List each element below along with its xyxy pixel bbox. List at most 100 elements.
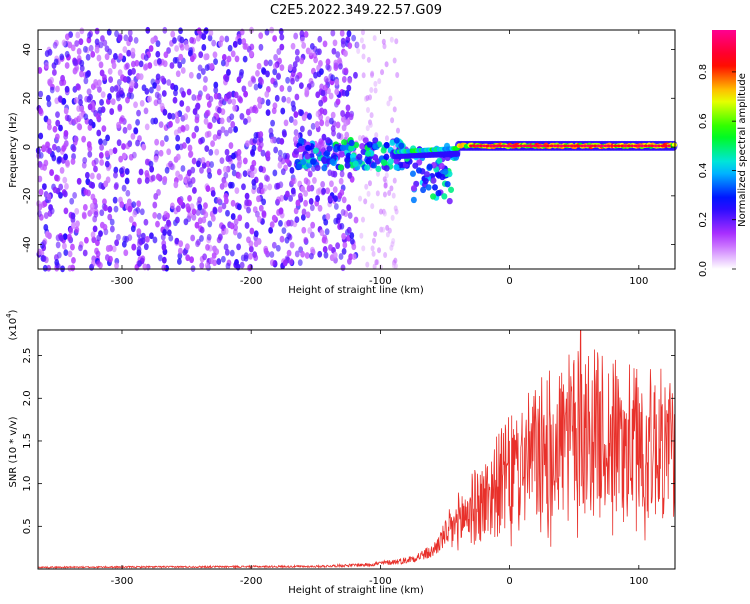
spectrogram-cell (92, 225, 98, 233)
spectrogram-cell (66, 115, 72, 122)
spectrogram-cell (96, 86, 102, 93)
spectrogram-cell (124, 168, 130, 175)
spectrogram-cell (549, 144, 554, 148)
spectrogram-cell (335, 242, 341, 250)
spectrogram-cell (276, 48, 282, 55)
spectrogram-cell (573, 144, 577, 148)
spectrogram-cell (386, 100, 391, 107)
spectrogram-cell (375, 170, 380, 177)
spectrogram-cell (176, 258, 182, 265)
spectrogram-cell (327, 195, 333, 203)
colorbar-ticks: 0.0 0.2 0.4 0.6 0.8 (698, 64, 736, 277)
spectrogram-cell (85, 53, 91, 61)
spectrogram-cell (204, 110, 210, 117)
spectrogram-cell (392, 106, 397, 113)
spectrogram-cell (125, 62, 130, 70)
spectrogram-cell (640, 144, 644, 148)
spectrogram-cell (650, 144, 655, 148)
spectrogram-cell (383, 182, 388, 189)
spectrogram-cell (150, 37, 156, 45)
spectrogram-cell (569, 144, 574, 148)
spectrogram-cell (667, 144, 671, 148)
spectrogram-cell (184, 124, 190, 131)
spectrogram-cell (46, 100, 52, 108)
spectrogram-cell (509, 144, 513, 148)
spectrogram-cell (365, 158, 372, 165)
spectrogram-cell (62, 233, 68, 240)
spectrogram-cell (99, 159, 105, 166)
spectrogram-cell (211, 116, 217, 123)
spectrogram-cell (442, 168, 449, 175)
spectrogram-cell (144, 177, 150, 184)
spectrogram-cell (372, 137, 379, 144)
spectrogram-cell (283, 119, 289, 127)
spectrogram-cell (181, 90, 186, 98)
spectrogram-cell (360, 148, 367, 155)
spectrogram-cell (136, 249, 142, 257)
spectrogram-cell (144, 87, 150, 95)
spectrogram-cell (114, 262, 119, 270)
spectrogram-cell (366, 56, 371, 63)
spectrogram-cell (294, 250, 300, 258)
spectrogram-cell (113, 53, 118, 60)
spectrogram-cell (271, 107, 277, 115)
spectrogram-cell (298, 137, 305, 144)
snr-series-line (37, 329, 676, 570)
spectrogram-cell (72, 191, 78, 199)
spectrogram-cell (104, 160, 110, 168)
spectrogram-cell (338, 62, 343, 70)
spectrogram-cell (295, 133, 300, 140)
spectrogram-x-ticks: -300 -200 -100 0 100 (111, 30, 648, 287)
spectrogram-cell (148, 45, 154, 52)
spectrogram-cell (46, 193, 52, 201)
spectrogram-cell (268, 127, 274, 135)
spectrogram-cell (233, 91, 239, 99)
spectrogram-cell (47, 147, 53, 155)
spectrogram-cell (290, 42, 296, 50)
spectrogram-cell (319, 83, 325, 91)
spectrogram-cell (409, 170, 416, 177)
spectrogram-cell (657, 144, 661, 148)
spectrogram-cell (133, 127, 139, 134)
spectrogram-cell (265, 150, 271, 158)
spectrogram-cell (330, 170, 336, 178)
spectrogram-cell (284, 236, 290, 244)
spectrogram-x-axis-label: Height of straight line (km) (288, 285, 424, 296)
spectrogram-cell (357, 135, 362, 142)
spectrogram-cell (186, 169, 192, 177)
spectrogram-cell (205, 185, 211, 192)
spectrogram-cell (502, 144, 507, 148)
spectrogram-cell (131, 201, 137, 209)
spectrogram-cell (292, 119, 298, 126)
spectrogram-cell (253, 106, 259, 114)
x-tick-label: -100 (369, 576, 392, 587)
spectrogram-cell (274, 183, 279, 190)
spectrogram-cell (69, 197, 75, 205)
spectrogram-cell (170, 112, 176, 120)
spectrogram-cell (63, 130, 69, 137)
spectrogram-cell (154, 138, 160, 146)
spectrogram-cell (267, 59, 273, 67)
spectrogram-cell (371, 237, 376, 244)
spectrogram-cell (253, 83, 259, 91)
spectrogram-cell (216, 258, 222, 265)
spectrogram-cell (133, 36, 139, 44)
spectrogram-cell (292, 61, 298, 68)
spectrogram-cell (182, 248, 188, 256)
spectrogram-cell (372, 35, 377, 42)
spectrogram-cell (365, 94, 370, 101)
spectrogram-cell (79, 70, 84, 78)
spectrogram-cell (355, 41, 360, 48)
spectrogram-cell (337, 164, 344, 171)
spectrogram-cell (237, 214, 243, 222)
spectrogram-cell (315, 91, 321, 99)
spectrogram-cell (603, 144, 608, 148)
spectrogram-cell (121, 240, 127, 248)
spectrogram-cell (131, 243, 137, 251)
spectrogram-cell (109, 218, 115, 226)
spectrogram-cell (188, 47, 194, 54)
spectrogram-cell (46, 123, 52, 131)
spectrogram-cell (101, 125, 107, 132)
spectrogram-cell (282, 259, 288, 267)
spectrogram-cell (119, 201, 125, 209)
